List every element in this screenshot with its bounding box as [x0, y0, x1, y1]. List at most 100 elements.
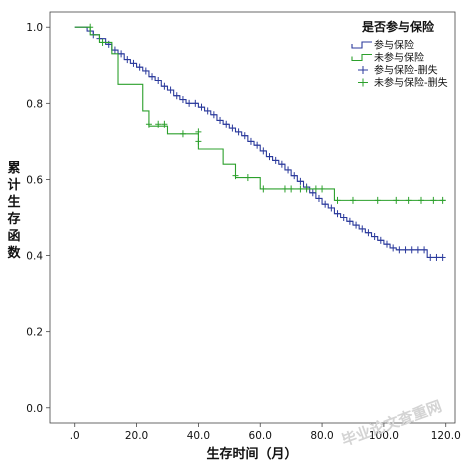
censor-mark: [390, 244, 397, 252]
censor-mark: [433, 253, 440, 261]
censor-mark: [414, 246, 421, 254]
censor-mark: [297, 185, 304, 193]
censor-mark: [312, 185, 319, 193]
censor-mark: [173, 92, 180, 100]
censor-mark: [198, 103, 205, 111]
censor-mark: [130, 59, 137, 67]
censor-mark: [334, 196, 341, 204]
censor-mark: [288, 185, 295, 193]
censor-mark: [374, 196, 381, 204]
censor-mark: [291, 172, 298, 180]
censor-mark: [371, 233, 378, 241]
censor-mark: [229, 124, 236, 132]
y-tick-label: 0.4: [26, 251, 43, 263]
censor-mark: [272, 156, 279, 164]
x-tick-label: 120.0: [431, 430, 461, 442]
censor-mark: [303, 185, 310, 193]
censor-mark: [328, 204, 335, 212]
censor-mark: [439, 196, 446, 204]
censor-mark: [359, 225, 366, 233]
censor-mark: [155, 77, 162, 84]
censor-mark: [322, 200, 329, 208]
censor-mark: [87, 23, 94, 31]
x-tick-label: 40.0: [187, 430, 210, 442]
censor-mark: [217, 116, 224, 124]
legend-title: 是否参与保险: [361, 19, 435, 34]
censor-mark: [430, 196, 437, 204]
censor-mark: [260, 185, 267, 193]
censor-mark: [124, 56, 131, 64]
censor-mark: [340, 214, 347, 221]
censor-mark: [99, 38, 106, 46]
censor-mark: [319, 185, 326, 193]
censor-mark: [315, 194, 322, 202]
censor-mark: [195, 128, 202, 136]
censor-mark: [155, 120, 162, 128]
censor-mark: [349, 196, 356, 204]
censor-mark: [254, 141, 261, 149]
y-axis-title: 累计生存函数: [7, 160, 21, 261]
censor-mark: [235, 128, 242, 136]
legend-label: 未参与保险: [374, 51, 424, 64]
x-tick-label: 80.0: [310, 430, 333, 442]
series-layer: [74, 23, 446, 261]
censor-mark: [210, 111, 217, 119]
censor-mark: [186, 99, 193, 107]
y-tick-label: 0.6: [26, 174, 43, 186]
censor-mark: [365, 229, 372, 237]
censor-mark: [204, 107, 211, 115]
censor-mark: [241, 132, 248, 140]
censor-mark: [161, 120, 168, 128]
censor-mark: [244, 174, 251, 182]
censor-mark: [405, 196, 412, 204]
legend-entry: 参与保险-删失: [358, 64, 438, 77]
x-tick-label: 100.0: [369, 430, 399, 442]
censor-mark: [145, 120, 152, 128]
censor-mark: [408, 246, 415, 254]
censor-mark: [309, 189, 316, 197]
censor-mark: [142, 67, 149, 75]
y-tick-label: 1.0: [26, 22, 43, 34]
censor-mark: [111, 46, 118, 54]
censor-mark: [396, 246, 403, 254]
legend-line-icon: [351, 41, 372, 49]
legend-label: 参与保险-删失: [374, 64, 438, 77]
censor-mark: [179, 130, 186, 138]
censor-mark: [353, 221, 360, 229]
x-tick-label: .0: [70, 430, 80, 442]
censor-mark: [195, 137, 202, 145]
censor-mark: [421, 246, 428, 254]
x-tick-label: 60.0: [249, 430, 272, 442]
censor-mark: [179, 96, 186, 104]
legend-entry: 未参与保险: [351, 51, 424, 64]
censor-mark: [346, 217, 353, 225]
legend-entry: 参与保险: [351, 39, 414, 52]
censor-mark: [260, 147, 267, 155]
censor-mark: [266, 153, 273, 161]
censor-mark: [297, 177, 304, 185]
plot-area-frame: [49, 11, 456, 424]
censor-mark: [402, 246, 409, 254]
legend-label: 未参与保险-删失: [374, 76, 448, 89]
x-axis-title: 生存时间（月）: [206, 446, 297, 462]
censor-mark: [232, 172, 239, 180]
legend-label: 参与保险: [374, 39, 414, 52]
censor-mark: [167, 86, 174, 94]
censor-mark: [383, 240, 390, 248]
x-axis: .0 20.0 40.0 60.0 80.0 100.0 120.0: [70, 423, 461, 442]
y-axis: 0.0 0.2 0.4 0.6 0.8 1.0: [26, 22, 50, 415]
censor-mark: [439, 253, 446, 261]
censor-mark: [427, 253, 434, 261]
censor-mark: [247, 137, 254, 145]
censor-mark: [285, 166, 292, 174]
censor-mark: [161, 82, 168, 90]
censor-mark: [417, 196, 424, 204]
censor-mark: [118, 50, 125, 58]
censor-mark: [192, 99, 199, 107]
x-tick-label: 20.0: [125, 430, 148, 442]
y-tick-label: 0.8: [26, 98, 43, 110]
censor-mark: [281, 185, 288, 193]
